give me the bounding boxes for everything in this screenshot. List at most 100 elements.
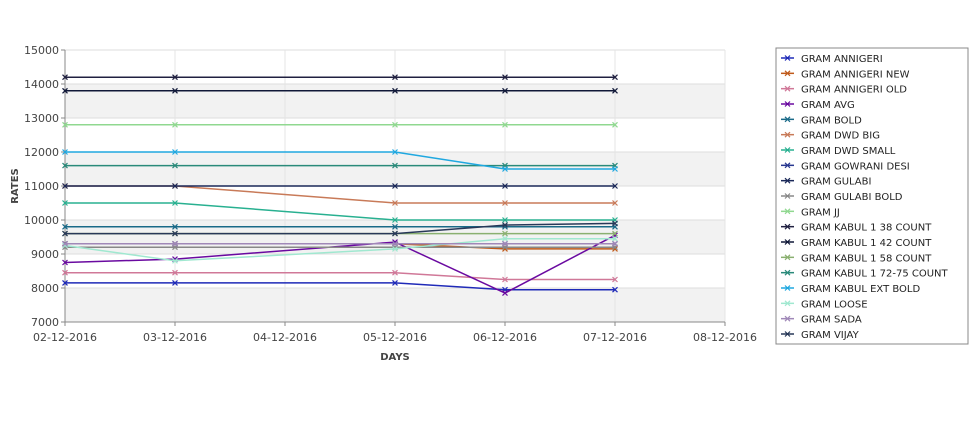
series-path (65, 185, 615, 204)
legend-item: GRAM DWD BIG (781, 131, 880, 142)
legend-marker (784, 162, 791, 169)
data-point-marker (62, 279, 68, 286)
data-point-marker (62, 183, 68, 189)
legend-marker (784, 239, 791, 245)
data-point-marker (612, 183, 618, 189)
series-line (62, 121, 618, 128)
legend-label: GRAM ANNIGERI NEW (801, 69, 910, 80)
series-line (62, 74, 618, 81)
data-point-marker (172, 230, 178, 237)
legend-label: GRAM KABUL 1 58 COUNT (801, 253, 932, 264)
data-point-marker (172, 162, 178, 169)
data-point-marker (62, 162, 68, 169)
legend-item: GRAM KABUL EXT BOLD (781, 284, 920, 295)
legend-item: GRAM KABUL 1 72-75 COUNT (781, 269, 949, 280)
data-point-marker (172, 257, 178, 264)
data-point-marker (502, 183, 508, 189)
y-tick-label: 9000 (31, 248, 59, 261)
data-point-marker (502, 235, 508, 242)
legend-marker (784, 285, 791, 291)
data-point-marker (62, 74, 68, 81)
series-line (62, 183, 618, 206)
data-point-marker (62, 121, 68, 128)
data-point-marker (392, 74, 398, 81)
data-point-marker (612, 240, 618, 247)
data-point-marker (172, 149, 178, 155)
series-line (62, 183, 618, 189)
y-tick-label: 13000 (24, 112, 59, 125)
data-point-marker (172, 121, 178, 128)
legend-marker (784, 208, 791, 215)
legend-marker (784, 254, 791, 261)
data-point-marker (392, 279, 398, 286)
legend-marker (784, 85, 791, 92)
x-tick-label: 05-12-2016 (363, 331, 427, 344)
series-line (62, 87, 618, 94)
data-point-marker (172, 87, 178, 94)
data-point-marker (502, 290, 508, 297)
data-point-marker (502, 276, 508, 283)
data-point-marker (612, 121, 618, 128)
data-point-marker (62, 87, 68, 94)
data-point-marker (392, 183, 398, 189)
legend-marker (784, 101, 791, 107)
data-point-marker (612, 87, 618, 94)
legend-item: GRAM VIJAY (781, 330, 860, 341)
series-line (62, 200, 618, 223)
legend-label: GRAM KABUL 1 42 COUNT (801, 238, 932, 249)
x-tick-label: 06-12-2016 (473, 331, 537, 344)
data-point-marker (62, 230, 68, 237)
legend-marker (784, 193, 791, 199)
legend-label: GRAM GOWRANI DESI (801, 161, 910, 172)
data-point-marker (612, 200, 618, 206)
data-point-marker (502, 166, 508, 172)
legend-marker (784, 131, 791, 138)
legend-box (775, 47, 969, 345)
legend-label: GRAM JJ (801, 207, 840, 218)
y-tick-label: 12000 (24, 146, 59, 159)
data-point-marker (612, 220, 618, 227)
data-point-marker (612, 230, 618, 237)
data-point-marker (172, 279, 178, 286)
data-point-marker (172, 200, 178, 206)
data-point-marker (392, 217, 398, 223)
legend-label: GRAM ANNIGERI OLD (801, 85, 907, 96)
data-point-marker (62, 240, 68, 247)
legend-item: GRAM KABUL 1 58 COUNT (781, 253, 932, 264)
legend-item: GRAM BOLD (781, 115, 862, 126)
x-tick-labels: 02-12-2016 03-12-2016 04-12-2016 05-12-2016… (33, 322, 757, 344)
data-point-marker (172, 240, 178, 247)
y-tick-label: 10000 (24, 214, 59, 227)
legend: GRAM ANNIGERI GRAM ANNIGERI NEW GRAM ANNIG… (775, 47, 969, 345)
data-point-marker (172, 223, 178, 230)
data-point-marker (502, 87, 508, 94)
data-point-marker (502, 217, 508, 223)
data-point-marker (62, 269, 68, 276)
data-point-marker (392, 245, 398, 252)
legend-label: GRAM KABUL 1 38 COUNT (801, 223, 932, 234)
series-line (62, 235, 618, 264)
y-tick-label: 15000 (24, 44, 59, 57)
data-point-marker (502, 74, 508, 81)
series-line (62, 223, 618, 230)
series-line (62, 149, 618, 172)
legend-marker (784, 177, 791, 184)
legend-item: GRAM GULABI (781, 177, 871, 188)
legend-label: GRAM KABUL 1 72-75 COUNT (801, 269, 949, 280)
legend-marker (784, 147, 791, 153)
data-point-marker (392, 269, 398, 276)
y-tick-label: 14000 (24, 78, 59, 91)
data-point-marker (502, 200, 508, 206)
legend-item: GRAM ANNIGERI OLD (781, 85, 907, 96)
data-point-marker (502, 240, 508, 247)
data-point-marker (392, 87, 398, 94)
data-point-marker (612, 235, 618, 242)
legend-marker (784, 331, 791, 337)
data-point-marker (62, 200, 68, 206)
data-point-marker (62, 223, 68, 230)
y-axis-label: RATES (10, 168, 21, 204)
series-line (62, 220, 618, 237)
data-point-marker (612, 276, 618, 283)
